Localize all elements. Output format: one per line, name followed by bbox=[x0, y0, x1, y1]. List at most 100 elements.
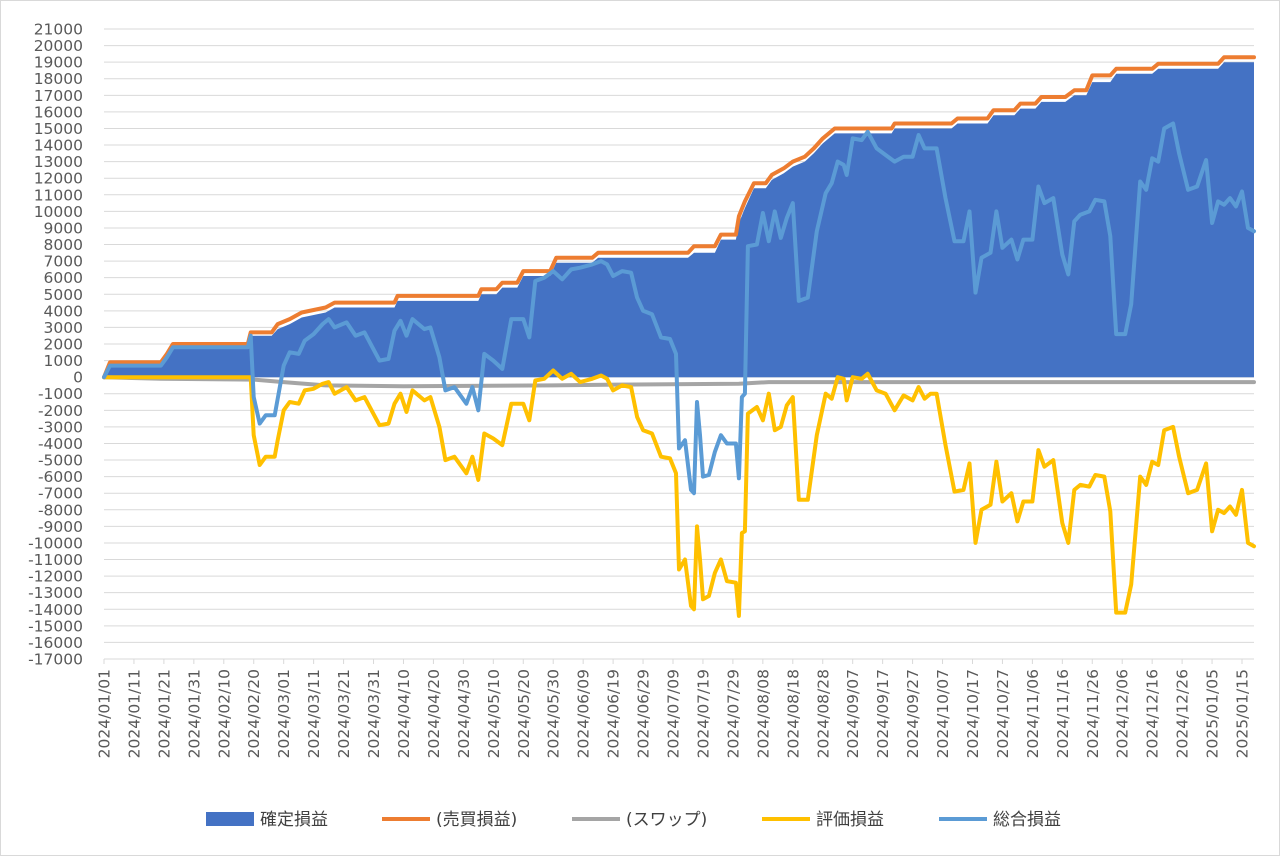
y-tick-label: 6000 bbox=[44, 269, 83, 287]
legend-label: 総合損益 bbox=[993, 810, 1061, 830]
x-tick-label: 2024/10/17 bbox=[964, 669, 982, 758]
y-tick-label: 17000 bbox=[34, 87, 83, 105]
x-tick-label: 2024/12/16 bbox=[1144, 669, 1162, 758]
y-tick-label: -1000 bbox=[38, 385, 83, 403]
y-tick-label: 3000 bbox=[44, 319, 83, 337]
x-tick-label: 2024/08/28 bbox=[814, 669, 832, 758]
series-line-2 bbox=[102, 375, 1256, 389]
x-tick-label: 2025/01/05 bbox=[1204, 669, 1222, 758]
x-tick-label: 2024/02/10 bbox=[215, 669, 233, 758]
legend-item: (売買損益) bbox=[382, 810, 517, 830]
y-tick-label: -2000 bbox=[38, 402, 83, 420]
x-tick-label: 2024/08/18 bbox=[784, 669, 802, 758]
y-tick-label: -6000 bbox=[38, 468, 83, 486]
legend-item: 評価損益 bbox=[762, 810, 884, 830]
x-tick-label: 2024/09/17 bbox=[874, 669, 892, 758]
x-tick-label: 2024/11/06 bbox=[1024, 669, 1042, 758]
series-line-3 bbox=[102, 368, 1256, 618]
x-tick-label: 2024/08/08 bbox=[754, 669, 772, 758]
legend-label: 確定損益 bbox=[260, 810, 328, 830]
x-tick-label: 2024/07/09 bbox=[665, 669, 683, 758]
y-tick-label: -3000 bbox=[38, 418, 83, 436]
legend-item: 総合損益 bbox=[939, 810, 1061, 830]
y-tick-label: 9000 bbox=[44, 219, 83, 237]
y-tick-label: -13000 bbox=[28, 584, 83, 602]
series-area-kakutei bbox=[104, 62, 1254, 378]
y-tick-label: -15000 bbox=[28, 617, 83, 635]
y-tick-label: 7000 bbox=[44, 253, 83, 271]
y-tick-label: 5000 bbox=[44, 286, 83, 304]
x-tick-label: 2024/03/11 bbox=[305, 669, 323, 758]
y-tick-label: 11000 bbox=[34, 186, 83, 204]
y-tick-label: -12000 bbox=[28, 568, 83, 586]
y-tick-label: 21000 bbox=[34, 21, 83, 39]
x-tick-label: 2024/06/29 bbox=[635, 669, 653, 758]
x-tick-label: 2024/01/21 bbox=[155, 669, 173, 758]
x-tick-label: 2024/10/27 bbox=[994, 669, 1012, 758]
x-tick-label: 2024/06/19 bbox=[605, 669, 623, 758]
y-tick-label: -16000 bbox=[28, 634, 83, 652]
legend-item: (スワップ) bbox=[572, 810, 707, 830]
y-tick-label: 16000 bbox=[34, 103, 83, 121]
x-tick-label: 2024/04/20 bbox=[425, 669, 443, 758]
y-tick-label: 18000 bbox=[34, 70, 83, 88]
x-tick-label: 2024/06/09 bbox=[575, 669, 593, 758]
legend-label: 評価損益 bbox=[816, 810, 884, 830]
x-tick-label: 2024/05/20 bbox=[515, 669, 533, 758]
y-tick-label: -9000 bbox=[38, 518, 83, 536]
x-tick-label: 2024/02/20 bbox=[245, 669, 263, 758]
series-layer bbox=[102, 55, 1256, 618]
legend-label: (売買損益) bbox=[436, 810, 517, 830]
x-tick-label: 2024/09/27 bbox=[904, 669, 922, 758]
series-line-1 bbox=[102, 55, 1256, 380]
y-tick-label: 12000 bbox=[34, 170, 83, 188]
x-tick-label: 2024/12/26 bbox=[1174, 669, 1192, 758]
x-tick-label: 2024/07/19 bbox=[694, 669, 712, 758]
x-tick-labels: 2024/01/01 2024/01/11 2024/01/21 2024/01/31… bbox=[96, 669, 1252, 758]
y-tick-label: -17000 bbox=[28, 651, 83, 669]
y-tick-label: 19000 bbox=[34, 54, 83, 72]
y-tick-label: 14000 bbox=[34, 137, 83, 155]
y-tick-label: 13000 bbox=[34, 153, 83, 171]
x-tick-label: 2024/03/31 bbox=[365, 669, 383, 758]
y-tick-label: -14000 bbox=[28, 601, 83, 619]
y-tick-label: 20000 bbox=[34, 37, 83, 55]
y-tick-label: -4000 bbox=[38, 435, 83, 453]
y-tick-label: -10000 bbox=[28, 534, 83, 552]
x-tick-label: 2024/09/07 bbox=[844, 669, 862, 758]
legend-label: (スワップ) bbox=[626, 810, 707, 830]
x-tick-label: 2024/05/30 bbox=[545, 669, 563, 758]
x-tick-label: 2024/07/29 bbox=[724, 669, 742, 758]
x-tick-label: 2024/10/07 bbox=[934, 669, 952, 758]
y-tick-label: 1000 bbox=[44, 352, 83, 370]
x-tick-label: 2024/01/31 bbox=[185, 669, 203, 758]
x-tick-label: 2024/03/21 bbox=[335, 669, 353, 758]
y-tick-label: -7000 bbox=[38, 485, 83, 503]
y-tick-label: 0 bbox=[73, 369, 83, 387]
x-tick-label: 2025/01/15 bbox=[1234, 669, 1252, 758]
x-tick-label: 2024/01/01 bbox=[96, 669, 114, 758]
y-tick-label: -5000 bbox=[38, 452, 83, 470]
y-tick-label: 2000 bbox=[44, 336, 83, 354]
y-tick-label: 10000 bbox=[34, 203, 83, 221]
x-tick-label: 2024/11/16 bbox=[1054, 669, 1072, 758]
x-tick-label: 2024/04/10 bbox=[395, 669, 413, 758]
y-tick-label: 15000 bbox=[34, 120, 83, 138]
x-tick-label: 2024/05/10 bbox=[485, 669, 503, 758]
x-tick-label: 2024/01/11 bbox=[125, 669, 143, 758]
y-tick-label: 8000 bbox=[44, 236, 83, 254]
legend-item: 確定損益 bbox=[206, 810, 328, 830]
y-tick-label: 4000 bbox=[44, 302, 83, 320]
series-line-4 bbox=[102, 121, 1256, 496]
y-tick-labels: -17000-16000-15000-14000-13000-12000-110… bbox=[28, 21, 83, 669]
x-tick-label: 2024/04/30 bbox=[455, 669, 473, 758]
x-tick-label: 2024/12/06 bbox=[1114, 669, 1132, 758]
legend: 確定損益 (売買損益) (スワップ) 評価損益 総合損益 bbox=[206, 810, 1061, 830]
x-tick-label: 2024/03/01 bbox=[275, 669, 293, 758]
legend-swatch bbox=[206, 812, 254, 826]
y-tick-label: -8000 bbox=[38, 501, 83, 519]
x-tick-label: 2024/11/26 bbox=[1084, 669, 1102, 758]
y-tick-label: -11000 bbox=[28, 551, 83, 569]
